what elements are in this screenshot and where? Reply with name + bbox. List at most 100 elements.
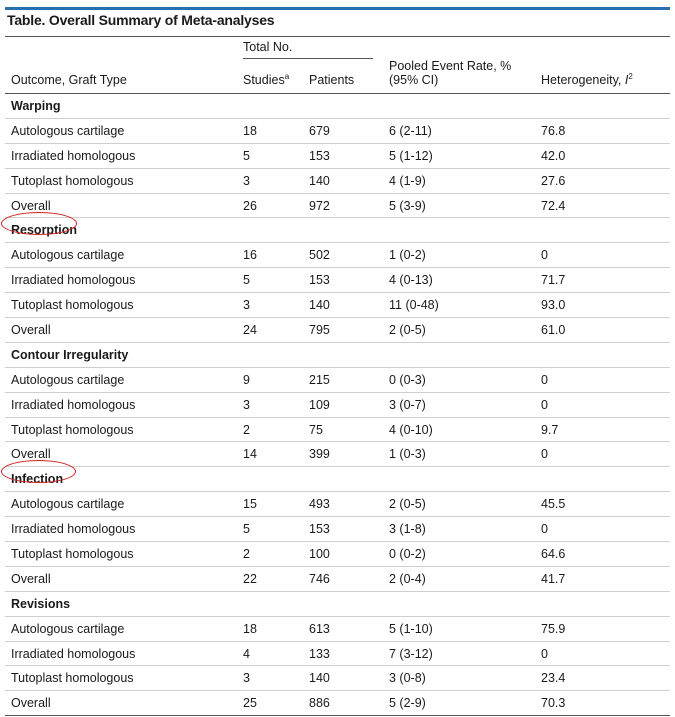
header-studies: Studiesa <box>237 59 303 94</box>
cell-graft-type: Tutoplast homologous <box>5 665 237 692</box>
cell-pooled-rate: 5 (3-9) <box>383 193 535 219</box>
cell-studies: 3 <box>237 392 303 418</box>
cell-studies: 24 <box>237 317 303 343</box>
section-label: Contour Irregularity <box>5 342 670 368</box>
table-row: Irradiated homologous 3 109 3 (0-7) 0 <box>5 392 670 418</box>
cell-patients: 140 <box>303 168 383 194</box>
table-row: Irradiated homologous 5 153 5 (1-12) 42.0 <box>5 143 670 169</box>
cell-pooled-rate: 3 (0-8) <box>383 665 535 692</box>
cell-graft-type: Autologous cartilage <box>5 616 237 642</box>
cell-pooled-rate: 2 (0-4) <box>383 566 535 592</box>
header-patients: Patients <box>303 59 383 94</box>
cell-patients: 140 <box>303 292 383 319</box>
cell-patients: 215 <box>303 367 383 393</box>
cell-heterogeneity: 27.6 <box>535 168 670 194</box>
table-row: Overall 26 972 5 (3-9) 72.4 <box>5 193 670 219</box>
cell-studies: 22 <box>237 566 303 592</box>
cell-patients: 109 <box>303 392 383 418</box>
cell-studies: 4 <box>237 641 303 667</box>
table-row: Overall 22 746 2 (0-4) 41.7 <box>5 566 670 592</box>
section-label: Warping <box>5 93 670 119</box>
cell-heterogeneity: 61.0 <box>535 317 670 343</box>
cell-studies: 14 <box>237 441 303 468</box>
header-pooled-rate: Pooled Event Rate, % (95% CI) <box>383 59 535 94</box>
cell-heterogeneity: 0 <box>535 641 670 667</box>
table-row: Tutoplast homologous 3 140 3 (0-8) 23.4 <box>5 665 670 692</box>
cell-patients: 502 <box>303 242 383 269</box>
cell-patients: 746 <box>303 566 383 592</box>
cell-heterogeneity: 93.0 <box>535 292 670 319</box>
table-row: Autologous cartilage 15 493 2 (0-5) 45.5 <box>5 491 670 518</box>
cell-heterogeneity: 0 <box>535 242 670 269</box>
cell-heterogeneity: 70.3 <box>535 690 670 717</box>
section-label: Resorption <box>5 217 670 244</box>
cell-studies: 5 <box>237 143 303 169</box>
cell-pooled-rate: 2 (0-5) <box>383 491 535 518</box>
cell-pooled-rate: 6 (2-11) <box>383 118 535 144</box>
section-row: Revisions <box>5 591 670 617</box>
table-row: Irradiated homologous 4 133 7 (3-12) 0 <box>5 641 670 667</box>
table-row: Tutoplast homologous 2 75 4 (0-10) 9.7 <box>5 417 670 443</box>
cell-heterogeneity: 71.7 <box>535 267 670 294</box>
cell-patients: 100 <box>303 541 383 567</box>
cell-patients: 153 <box>303 516 383 543</box>
cell-studies: 3 <box>237 292 303 319</box>
table-row: Tutoplast homologous 3 140 4 (1-9) 27.6 <box>5 168 670 194</box>
cell-studies: 26 <box>237 193 303 219</box>
cell-graft-type: Overall <box>5 441 237 468</box>
header-total-no: Total No. <box>237 37 383 59</box>
section-label: Infection <box>5 466 670 493</box>
cell-graft-type: Autologous cartilage <box>5 118 237 144</box>
cell-graft-type: Overall <box>5 566 237 592</box>
cell-heterogeneity: 64.6 <box>535 541 670 567</box>
cell-pooled-rate: 1 (0-3) <box>383 441 535 468</box>
cell-graft-type: Irradiated homologous <box>5 267 237 294</box>
cell-heterogeneity: 9.7 <box>535 417 670 443</box>
cell-heterogeneity: 0 <box>535 441 670 468</box>
cell-graft-type: Irradiated homologous <box>5 641 237 667</box>
cell-studies: 5 <box>237 516 303 543</box>
cell-heterogeneity: 23.4 <box>535 665 670 692</box>
cell-heterogeneity: 72.4 <box>535 193 670 219</box>
table-row: Overall 24 795 2 (0-5) 61.0 <box>5 317 670 343</box>
cell-studies: 9 <box>237 367 303 393</box>
cell-pooled-rate: 0 (0-3) <box>383 367 535 393</box>
cell-graft-type: Tutoplast homologous <box>5 541 237 567</box>
cell-heterogeneity: 42.0 <box>535 143 670 169</box>
cell-pooled-rate: 5 (2-9) <box>383 690 535 717</box>
cell-pooled-rate: 7 (3-12) <box>383 641 535 667</box>
section-row: Infection <box>5 466 670 493</box>
cell-studies: 3 <box>237 665 303 692</box>
table-row: Overall 14 399 1 (0-3) 0 <box>5 441 670 468</box>
cell-pooled-rate: 3 (1-8) <box>383 516 535 543</box>
cell-pooled-rate: 1 (0-2) <box>383 242 535 269</box>
cell-patients: 679 <box>303 118 383 144</box>
cell-pooled-rate: 0 (0-2) <box>383 541 535 567</box>
table-container: Total No. Outcome, Graft Type Studiesa P… <box>5 36 670 717</box>
table-body: Warping Autologous cartilage 18 679 6 (2-11)… <box>5 93 670 717</box>
cell-heterogeneity: 75.9 <box>535 616 670 642</box>
summary-table: Total No. Outcome, Graft Type Studiesa P… <box>5 36 670 717</box>
cell-pooled-rate: 5 (1-12) <box>383 143 535 169</box>
cell-graft-type: Autologous cartilage <box>5 242 237 269</box>
table-row: Autologous cartilage 16 502 1 (0-2) 0 <box>5 242 670 269</box>
cell-studies: 18 <box>237 616 303 642</box>
cell-studies: 2 <box>237 417 303 443</box>
cell-pooled-rate: 5 (1-10) <box>383 616 535 642</box>
table-row: Irradiated homologous 5 153 3 (1-8) 0 <box>5 516 670 543</box>
cell-studies: 2 <box>237 541 303 567</box>
cell-patients: 153 <box>303 267 383 294</box>
cell-graft-type: Overall <box>5 690 237 717</box>
cell-patients: 133 <box>303 641 383 667</box>
cell-patients: 140 <box>303 665 383 692</box>
cell-graft-type: Tutoplast homologous <box>5 168 237 194</box>
cell-studies: 15 <box>237 491 303 518</box>
cell-graft-type: Irradiated homologous <box>5 392 237 418</box>
cell-patients: 399 <box>303 441 383 468</box>
table-row: Tutoplast homologous 3 140 11 (0-48) 93.0 <box>5 292 670 319</box>
table-row: Autologous cartilage 9 215 0 (0-3) 0 <box>5 367 670 393</box>
cell-heterogeneity: 0 <box>535 367 670 393</box>
cell-patients: 795 <box>303 317 383 343</box>
cell-studies: 25 <box>237 690 303 717</box>
